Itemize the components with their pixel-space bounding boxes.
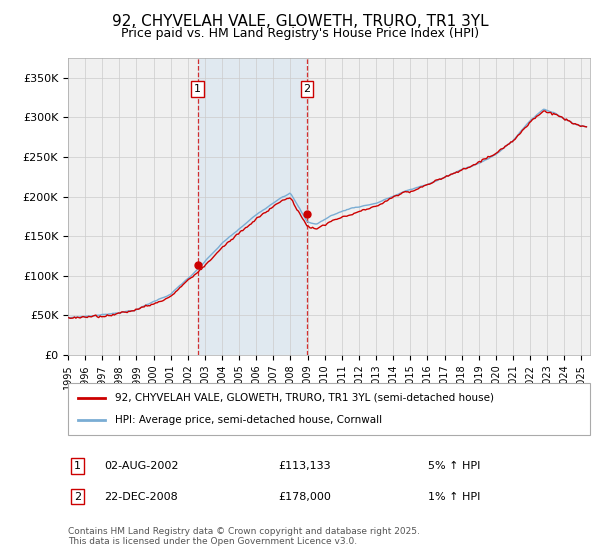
Text: 5% ↑ HPI: 5% ↑ HPI (428, 461, 481, 471)
Text: 1: 1 (74, 461, 81, 471)
Text: 92, CHYVELAH VALE, GLOWETH, TRURO, TR1 3YL (semi-detached house): 92, CHYVELAH VALE, GLOWETH, TRURO, TR1 3… (115, 393, 494, 403)
Text: 2: 2 (74, 492, 81, 502)
Text: 92, CHYVELAH VALE, GLOWETH, TRURO, TR1 3YL: 92, CHYVELAH VALE, GLOWETH, TRURO, TR1 3… (112, 14, 488, 29)
Bar (198, 58, 307, 355)
Text: HPI: Average price, semi-detached house, Cornwall: HPI: Average price, semi-detached house,… (115, 416, 382, 426)
Text: 2: 2 (304, 84, 311, 94)
Text: 02-AUG-2002: 02-AUG-2002 (104, 461, 179, 471)
Text: Contains HM Land Registry data © Crown copyright and database right 2025.
This d: Contains HM Land Registry data © Crown c… (68, 526, 420, 546)
Text: 22-DEC-2008: 22-DEC-2008 (104, 492, 178, 502)
Text: £113,133: £113,133 (278, 461, 331, 471)
FancyBboxPatch shape (68, 383, 590, 435)
Text: £178,000: £178,000 (278, 492, 331, 502)
Text: 1: 1 (194, 84, 201, 94)
Text: Price paid vs. HM Land Registry's House Price Index (HPI): Price paid vs. HM Land Registry's House … (121, 27, 479, 40)
Text: 1% ↑ HPI: 1% ↑ HPI (428, 492, 481, 502)
